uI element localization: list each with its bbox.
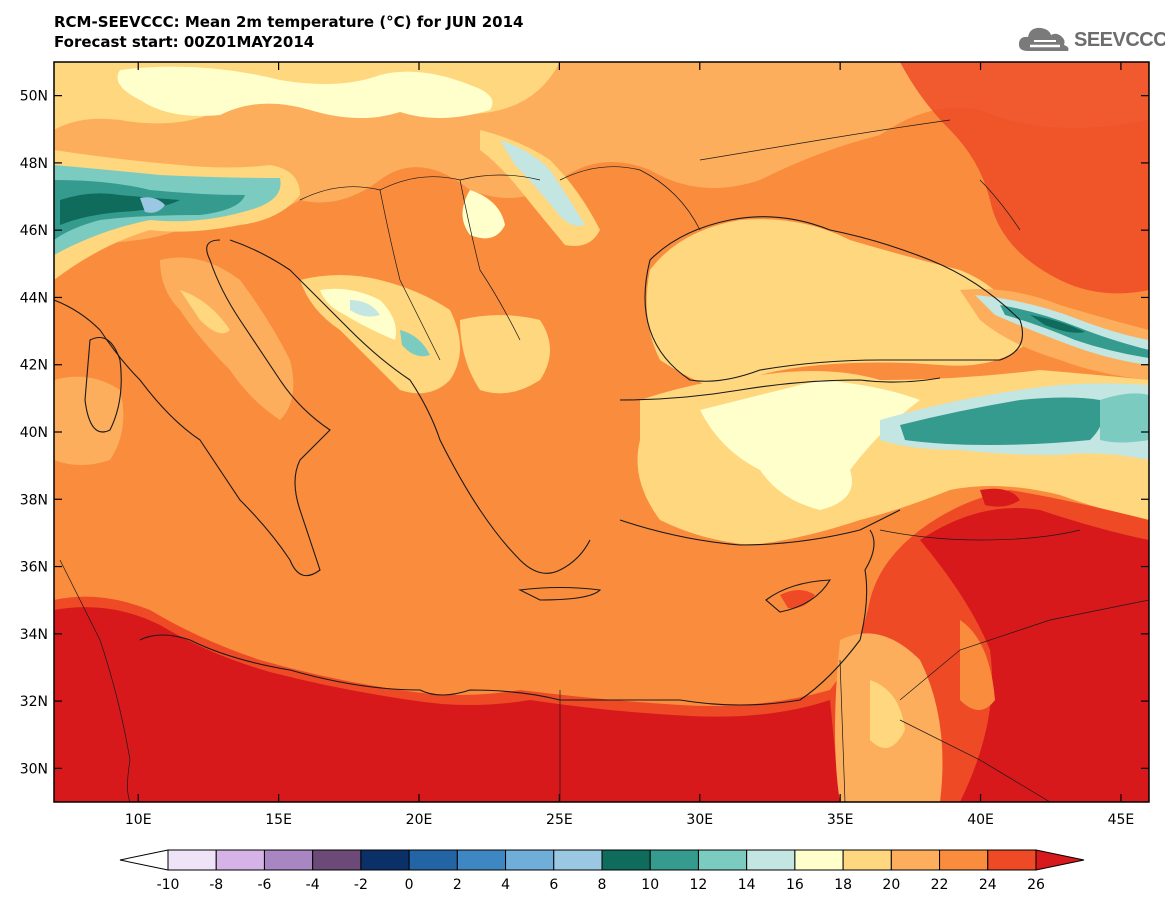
lat-tick-label: 40N [20,425,48,441]
lat-tick-label: 34N [20,627,48,643]
colorbar-label: 18 [834,877,852,893]
colorbar-swatch [649,849,699,871]
colorbar-swatch [794,849,844,871]
colorbar-swatch [312,849,362,871]
lat-tick-label: 44N [20,290,48,306]
lon-tick-label: 10E [125,812,152,828]
lat-tick-label: 32N [20,694,48,710]
lat-tick-label: 48N [20,156,48,172]
latitude-axis: 30N 32N 34N 36N 38N 40N 42N 44N 46N 48N 50N [20,89,1149,777]
temperature-field [54,62,1149,802]
lat-tick-label: 30N [20,761,48,777]
lat-tick-label: 38N [20,492,48,508]
colorbar-label: 24 [979,877,997,893]
colorbar-label: -2 [354,877,368,893]
lat-tick-label: 46N [20,223,48,239]
colorbar-label: 16 [786,877,804,893]
colorbar-label: 4 [501,877,510,893]
colorbar-swatch [553,849,603,871]
lon-tick-label: 20E [406,812,433,828]
logo-text: SEEVCCC [1074,29,1165,51]
colorbar-label: -8 [209,877,223,893]
lat-tick-label: 50N [20,89,48,105]
colorbar-label: 14 [738,877,756,893]
colorbar-swatch [939,849,989,871]
lon-tick-label: 40E [967,812,994,828]
lon-tick-label: 15E [265,812,292,828]
colorbar-swatch [987,849,1037,871]
lon-tick-label: 45E [1108,812,1135,828]
colorbar-label: 20 [882,877,900,893]
colorbar-label: 12 [690,877,708,893]
colorbar-swatch [263,849,314,871]
colorbar-swatch [505,849,555,871]
colorbar-swatch [408,849,458,871]
colorbar-swatch [746,849,796,871]
colorbar-label: 2 [453,877,462,893]
colorbar-label: 6 [549,877,558,893]
colorbar-label: 10 [641,877,659,893]
lat-tick-label: 42N [20,358,48,374]
colorbar-swatch [842,849,892,871]
lon-tick-label: 35E [827,812,854,828]
colorbar-label: -6 [257,877,271,893]
colorbar-label: 22 [931,877,949,893]
colorbar-swatch [456,849,507,871]
colorbar-swatch [601,849,651,871]
colorbar-label: -10 [157,877,180,893]
lon-tick-label: 30E [686,812,713,828]
colorbar: -10 -8 -6 -4 -2 0 2 4 6 8 10 12 14 16 18 20 22 24 26 [119,849,1085,893]
colorbar-swatch [697,849,748,871]
colorbar-swatch [360,849,410,871]
forecast-start-label: Forecast start: 00Z01MAY2014 [54,33,315,51]
colorbar-swatch [167,849,217,871]
seevccc-logo: SEEVCCC [1016,21,1165,57]
colorbar-label: -4 [306,877,320,893]
colorbar-label: 8 [598,877,607,893]
lon-tick-label: 25E [546,812,573,828]
colorbar-label: 26 [1027,877,1045,893]
colorbar-swatch [215,849,265,871]
cloud-icon [1018,27,1069,51]
colorbar-high-arrow [1035,849,1085,871]
borders [59,119,1149,802]
colorbar-label: 0 [405,877,414,893]
lat-tick-label: 36N [20,560,48,576]
map-title: RCM-SEEVCCC: Mean 2m temperature (°C) fo… [54,13,524,31]
colorbar-low-arrow [119,849,169,871]
longitude-axis: 10E 15E 20E 25E 30E 35E 40E 45E [125,62,1134,828]
colorbar-swatch [890,849,941,871]
